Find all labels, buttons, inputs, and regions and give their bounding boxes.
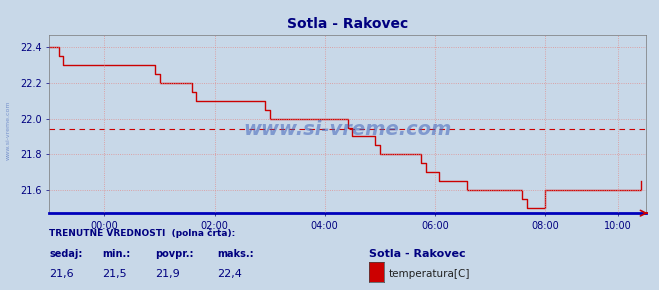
- Text: povpr.:: povpr.:: [155, 249, 193, 259]
- Text: Sotla - Rakovec: Sotla - Rakovec: [369, 249, 466, 259]
- Text: 22,4: 22,4: [217, 269, 243, 279]
- Text: 21,5: 21,5: [102, 269, 127, 279]
- Text: TRENUTNE VREDNOSTI  (polna črta):: TRENUTNE VREDNOSTI (polna črta):: [49, 229, 236, 238]
- Text: www.si-vreme.com: www.si-vreme.com: [5, 101, 11, 160]
- Text: min.:: min.:: [102, 249, 130, 259]
- Title: Sotla - Rakovec: Sotla - Rakovec: [287, 17, 408, 31]
- Text: 21,9: 21,9: [155, 269, 180, 279]
- Text: www.si-vreme.com: www.si-vreme.com: [243, 120, 452, 139]
- Text: 21,6: 21,6: [49, 269, 74, 279]
- Text: sedaj:: sedaj:: [49, 249, 83, 259]
- Text: maks.:: maks.:: [217, 249, 254, 259]
- Text: temperatura[C]: temperatura[C]: [389, 269, 471, 279]
